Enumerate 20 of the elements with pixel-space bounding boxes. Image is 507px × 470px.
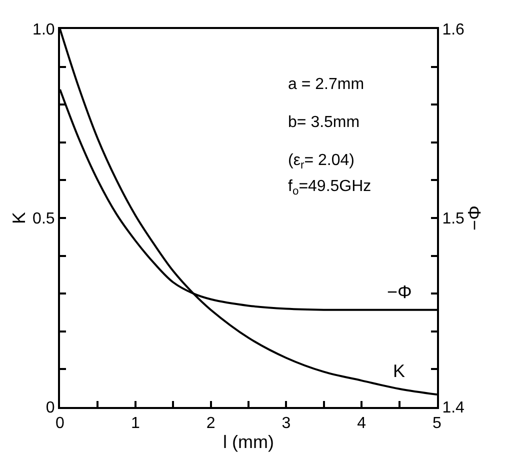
x-tick-label: 1 — [130, 415, 140, 432]
y2-axis-title: −Φ — [464, 206, 485, 230]
y2-tick-label: 1.5 — [442, 210, 465, 228]
x-tick-label: 2 — [206, 415, 216, 432]
annotation: f$_{o}$=49.5GHz — [288, 178, 372, 198]
y2-tick-label: 1.6 — [442, 22, 465, 39]
y-tick-label: 1.0 — [32, 22, 55, 39]
y-tick-label: 0.5 — [32, 210, 55, 228]
series-label: K — [393, 361, 406, 381]
y-axis-title: K — [9, 212, 30, 224]
annotation: b= 3.5mm — [288, 114, 360, 131]
annotation: a = 2.7mm — [288, 76, 364, 93]
x-tick-label: 5 — [432, 415, 442, 432]
x-tick-label: 4 — [357, 415, 366, 432]
series-label: −Φ — [387, 282, 412, 302]
x-axis-title: l (mm) — [223, 432, 274, 452]
y2-tick-label: 1.4 — [442, 400, 465, 417]
y-tick-label: 0 — [46, 400, 55, 417]
annotation: (ε$_{r}$= 2.04) — [288, 152, 354, 172]
x-tick-label: 3 — [282, 415, 291, 432]
